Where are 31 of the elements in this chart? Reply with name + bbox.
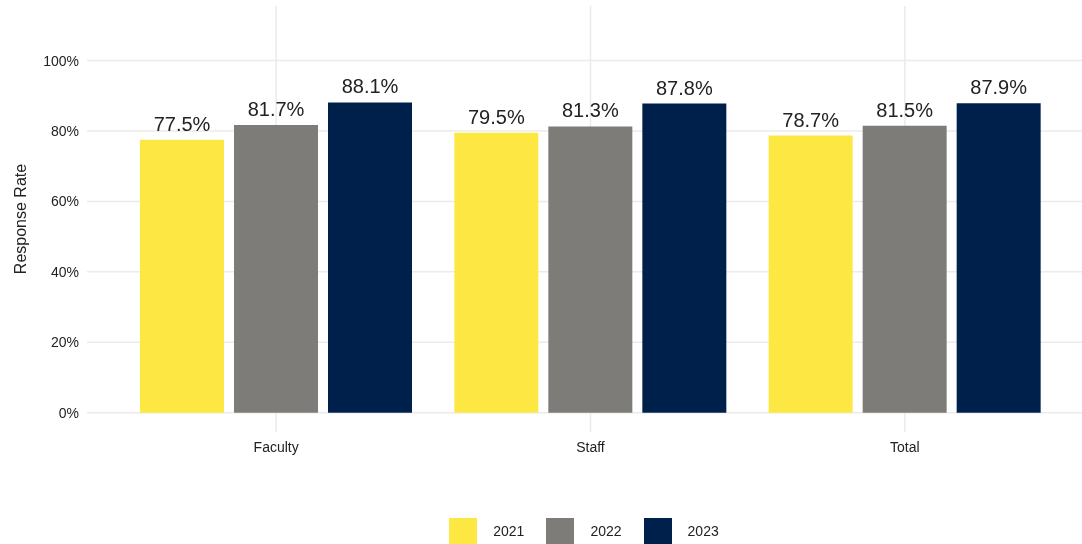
legend-label: 2022 [590, 522, 622, 539]
bar [140, 139, 224, 413]
data-label: 78.7% [782, 108, 840, 131]
legend-label: 2021 [493, 522, 525, 539]
x-tick-label: Staff [576, 438, 605, 455]
y-axis-title: Response Rate [11, 163, 29, 275]
x-tick-label: Faculty [253, 438, 299, 455]
y-tick-label: 80% [50, 122, 79, 139]
bar [234, 125, 318, 413]
y-tick-label: 20% [50, 334, 79, 351]
bar [642, 103, 727, 413]
data-label: 81.7% [247, 98, 305, 120]
data-label: 77.5% [153, 112, 211, 135]
data-label: 87.9% [970, 76, 1028, 99]
bar [328, 102, 412, 413]
bar [454, 132, 539, 413]
legend-label: 2023 [687, 522, 719, 539]
data-label: 81.5% [876, 98, 934, 121]
bar [768, 135, 853, 413]
data-label: 79.5% [467, 105, 525, 128]
y-tick-label: 40% [50, 263, 79, 280]
bar [862, 125, 947, 413]
data-label: 88.1% [341, 75, 399, 98]
y-tick-label: 60% [50, 193, 79, 210]
bar [548, 126, 633, 413]
y-tick-label: 0% [58, 404, 79, 421]
x-tick-label: Total [890, 438, 920, 455]
data-label: 87.8% [655, 76, 713, 99]
data-label: 81.3% [561, 99, 619, 122]
bar [956, 103, 1041, 413]
y-tick-label: 100% [43, 52, 79, 69]
